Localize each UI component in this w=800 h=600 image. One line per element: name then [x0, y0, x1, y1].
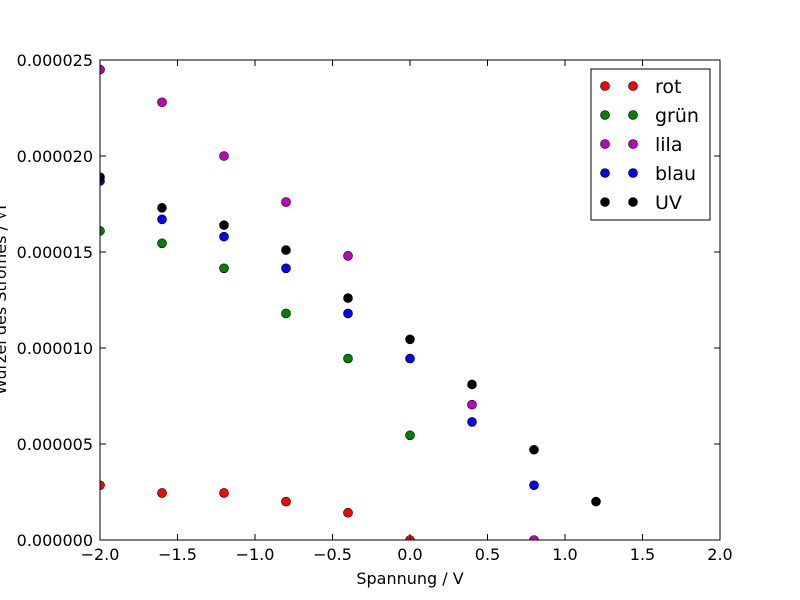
x-tick-label: −1.5: [158, 545, 197, 564]
legend-marker: [600, 168, 610, 178]
legend-label: grün: [655, 105, 699, 127]
data-point: [591, 496, 601, 507]
series-lila: [100, 64, 539, 540]
x-tick-label: 0.0: [397, 545, 422, 564]
data-point: [281, 308, 291, 319]
legend-entry: grün: [600, 105, 699, 127]
legend-marker: [628, 110, 638, 120]
legend-marker: [628, 168, 638, 178]
x-tick-label: 0.5: [475, 545, 500, 564]
legend-marker: [600, 110, 610, 120]
legend-label: rot: [655, 76, 681, 98]
data-point: [281, 496, 291, 507]
data-point: [343, 293, 353, 303]
y-tick-label: 0.000015: [17, 243, 93, 262]
data-point: [343, 308, 353, 319]
data-point: [343, 507, 353, 518]
data-point: [157, 203, 167, 213]
legend-marker: [600, 139, 610, 149]
y-tick-label: 0.000010: [17, 339, 93, 358]
data-point: [157, 488, 167, 498]
legend-marker: [600, 81, 610, 91]
legend-entries: rot grün lila blau UV: [600, 76, 699, 214]
y-tick-label: 0.000000: [17, 531, 93, 550]
data-point: [100, 64, 105, 75]
legend-entry: lila: [600, 134, 682, 156]
data-point: [405, 430, 415, 441]
tick-labels-layer: −2.0 −1.5 −1.0 −0.5 0.0 0.5 1.0 1.5 2.0 0.000000 0…: [17, 51, 733, 564]
legend-box: [590, 68, 711, 221]
data-point: [100, 480, 105, 491]
data-point: [281, 197, 291, 207]
points-layer: [100, 64, 601, 540]
legend-marker: [628, 81, 638, 91]
legend-label: blau: [655, 163, 696, 185]
x-tick-label: −1.0: [236, 545, 275, 564]
data-point: [219, 488, 229, 498]
data-point: [157, 214, 167, 225]
data-point: [281, 245, 291, 255]
legend-entry: UV: [600, 192, 682, 214]
x-tick-label: 2.0: [707, 545, 732, 564]
data-point: [529, 444, 539, 455]
data-point: [529, 535, 539, 540]
x-tick-label: −2.0: [81, 545, 120, 564]
y-axis-label: Wurzel des Stromes / √I: [0, 205, 10, 395]
data-point: [467, 379, 477, 390]
data-point: [157, 238, 167, 249]
series-grün: [100, 226, 415, 441]
legend-label: lila: [655, 134, 682, 156]
legend-label: UV: [655, 192, 682, 214]
y-tick-label: 0.000025: [17, 51, 93, 70]
series-blau: [100, 176, 539, 491]
y-tick-label: 0.000020: [17, 147, 93, 166]
ticks-layer: [99, 59, 721, 541]
series-rot: [100, 480, 415, 540]
x-tick-label: 1.5: [630, 545, 655, 564]
data-point: [405, 353, 415, 364]
data-point: [281, 263, 291, 274]
data-point: [100, 172, 105, 182]
data-point: [219, 151, 229, 161]
legend-marker: [628, 139, 638, 149]
y-tick-label: 0.000005: [17, 435, 93, 454]
data-point: [467, 399, 477, 410]
data-point: [343, 353, 353, 364]
data-point: [157, 97, 167, 108]
data-point: [529, 480, 539, 491]
legend-marker: [628, 197, 638, 207]
legend-marker: [600, 197, 610, 207]
x-tick-label: 1.0: [552, 545, 577, 564]
data-point: [219, 263, 229, 274]
series-UV: [100, 172, 601, 507]
legend-entry: rot: [600, 76, 681, 98]
data-point: [219, 231, 229, 242]
data-point: [219, 220, 229, 230]
legend-entry: blau: [600, 163, 696, 185]
data-point: [100, 226, 105, 236]
data-point: [343, 251, 353, 261]
x-axis-label: Spannung / V: [356, 569, 463, 588]
data-point: [405, 334, 415, 345]
data-point: [467, 417, 477, 427]
x-tick-label: −0.5: [313, 545, 352, 564]
legend: rot grün lila blau UV: [590, 68, 711, 221]
